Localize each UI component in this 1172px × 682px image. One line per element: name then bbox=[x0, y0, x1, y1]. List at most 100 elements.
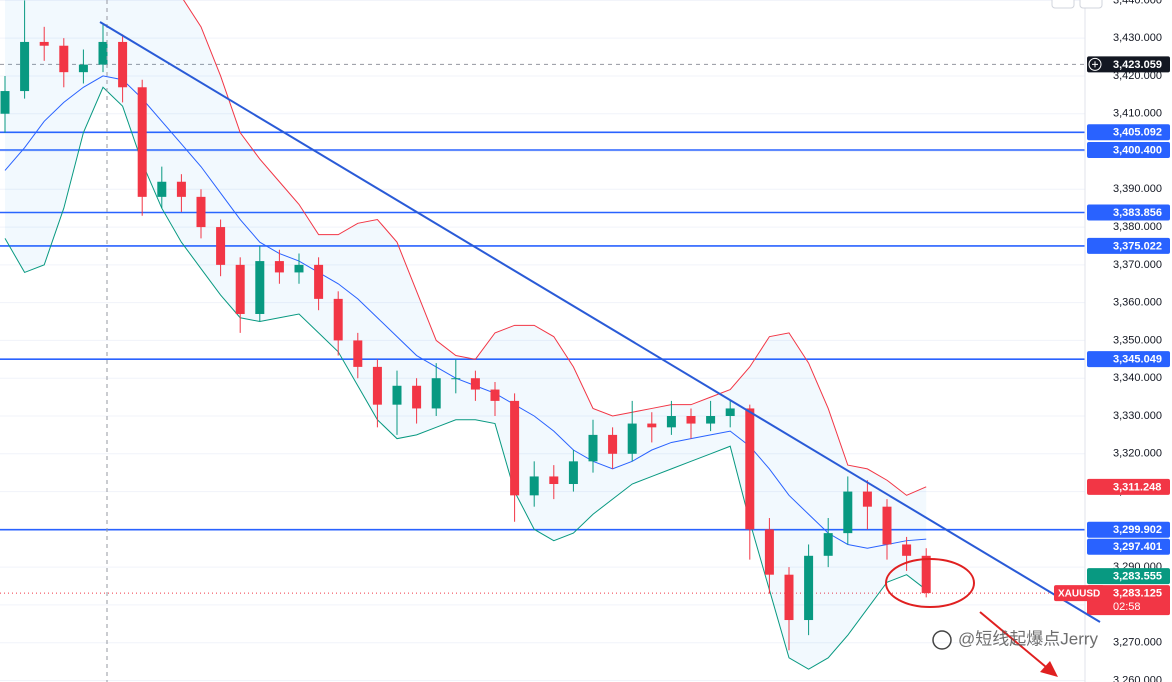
highlight-circle bbox=[885, 558, 975, 608]
trend-line bbox=[99, 21, 1101, 623]
y-tick-label: 3,430.000 bbox=[1113, 32, 1162, 44]
level-tag-label: 3,383.856 bbox=[1113, 207, 1162, 219]
candle-body bbox=[235, 264, 245, 314]
toolbar-button[interactable] bbox=[1051, 0, 1075, 9]
arrow-line bbox=[979, 611, 1053, 673]
level-tag-label: 3,299.902 bbox=[1113, 524, 1162, 536]
candle-body bbox=[353, 340, 363, 367]
candle-body bbox=[686, 416, 696, 424]
candle-body bbox=[157, 181, 167, 197]
candle-body bbox=[725, 408, 735, 417]
candle-body bbox=[902, 544, 912, 556]
band-lower bbox=[4, 86, 927, 670]
y-tick-label: 3,370.000 bbox=[1113, 259, 1162, 271]
y-tick-label: 3,330.000 bbox=[1113, 410, 1162, 422]
level-tag bbox=[1087, 237, 1170, 254]
y-tick-label: 3,390.000 bbox=[1113, 183, 1162, 195]
symbol-label: XAUUSD bbox=[1058, 588, 1100, 599]
countdown: 02:58 bbox=[1113, 601, 1141, 613]
y-tick-label: 3,340.000 bbox=[1113, 372, 1162, 384]
candle-body bbox=[78, 64, 88, 73]
annotations: @短线起爆点Jerry bbox=[99, 0, 1103, 682]
band-middle bbox=[4, 75, 927, 549]
candle-body bbox=[608, 434, 618, 454]
candle-body bbox=[823, 533, 833, 556]
level-tag-label: 3,405.092 bbox=[1113, 127, 1162, 139]
candle-body bbox=[784, 574, 794, 621]
candle-body bbox=[568, 461, 578, 485]
candle-body bbox=[196, 196, 206, 228]
candle-body bbox=[764, 529, 774, 575]
y-tick-label: 3,420.000 bbox=[1113, 70, 1162, 82]
band-fill bbox=[5, 0, 927, 670]
toolbar-button[interactable] bbox=[1079, 0, 1103, 9]
candle-body bbox=[745, 408, 755, 530]
candle-body bbox=[921, 555, 931, 594]
candle-body bbox=[510, 400, 520, 496]
candle-body bbox=[451, 378, 461, 380]
candle-body bbox=[137, 87, 147, 197]
price-tag-label: 3,283.555 bbox=[1113, 571, 1162, 583]
price-tag bbox=[1087, 538, 1170, 555]
candle-body bbox=[804, 555, 814, 621]
crosshair-plus bbox=[1092, 61, 1098, 68]
candle-body bbox=[843, 491, 853, 534]
level-tag-label: 3,400.400 bbox=[1113, 144, 1162, 156]
y-tick-label: 3,350.000 bbox=[1113, 334, 1162, 346]
candle-body bbox=[862, 491, 872, 507]
candle-body bbox=[0, 91, 10, 114]
price-tag-label: 3,423.059 bbox=[1113, 59, 1162, 71]
price-tag bbox=[1087, 478, 1170, 495]
level-tag bbox=[1087, 521, 1170, 538]
current-price-label: 3,283.125 bbox=[1113, 588, 1162, 600]
current-price-tag bbox=[1087, 585, 1170, 616]
candle-body bbox=[627, 423, 637, 454]
candle-body bbox=[588, 434, 598, 462]
candle-body bbox=[470, 378, 480, 390]
y-tick-label: 3,360.000 bbox=[1113, 297, 1162, 309]
candle-body bbox=[274, 261, 284, 273]
level-tag bbox=[1087, 142, 1170, 159]
candle-body bbox=[882, 506, 892, 545]
candle-body bbox=[294, 264, 304, 273]
candle-body bbox=[647, 423, 657, 428]
candle-body bbox=[549, 476, 559, 485]
candle-body bbox=[39, 41, 49, 46]
candle-body bbox=[98, 41, 108, 65]
candle-body bbox=[412, 385, 422, 409]
y-tick-label: 3,410.000 bbox=[1113, 108, 1162, 120]
price-tag bbox=[1087, 568, 1170, 585]
grid bbox=[0, 0, 1085, 681]
band-upper bbox=[183, 0, 927, 496]
level-tag-label: 3,375.022 bbox=[1113, 240, 1162, 252]
y-tick-label: 3,320.000 bbox=[1113, 448, 1162, 460]
candle-body bbox=[314, 264, 324, 299]
candle-body bbox=[118, 41, 128, 88]
price-tag-label: 3,297.401 bbox=[1113, 541, 1162, 553]
price-axis: 3,260.0003,270.0003,280.0003,290.0003,30… bbox=[1087, 0, 1170, 682]
candle-body bbox=[706, 416, 716, 424]
watermark-icon bbox=[932, 630, 952, 650]
arrow-head bbox=[1040, 661, 1058, 677]
level-tag-label: 3,345.049 bbox=[1113, 354, 1162, 366]
plot-area bbox=[0, 0, 1085, 670]
candle-body bbox=[392, 385, 402, 405]
y-tick-label: 3,260.000 bbox=[1113, 674, 1162, 682]
candle-body bbox=[529, 476, 539, 496]
watermark: @短线起爆点Jerry bbox=[958, 629, 1099, 648]
level-tag bbox=[1087, 124, 1170, 141]
price-tag-label: 3,311.248 bbox=[1113, 481, 1161, 493]
candle-body bbox=[20, 41, 30, 92]
level-tag bbox=[1087, 351, 1170, 368]
y-tick-label: 3,270.000 bbox=[1113, 637, 1162, 649]
y-tick-label: 3,380.000 bbox=[1113, 221, 1162, 233]
candle-body bbox=[59, 45, 69, 73]
candle-body bbox=[176, 181, 186, 197]
candle-body bbox=[333, 298, 343, 341]
symbol-tag bbox=[1054, 585, 1104, 602]
y-tick-label: 3,440.000 bbox=[1113, 0, 1162, 6]
candle-body bbox=[372, 366, 382, 405]
candle-body bbox=[255, 261, 265, 314]
candle-body bbox=[666, 416, 676, 428]
